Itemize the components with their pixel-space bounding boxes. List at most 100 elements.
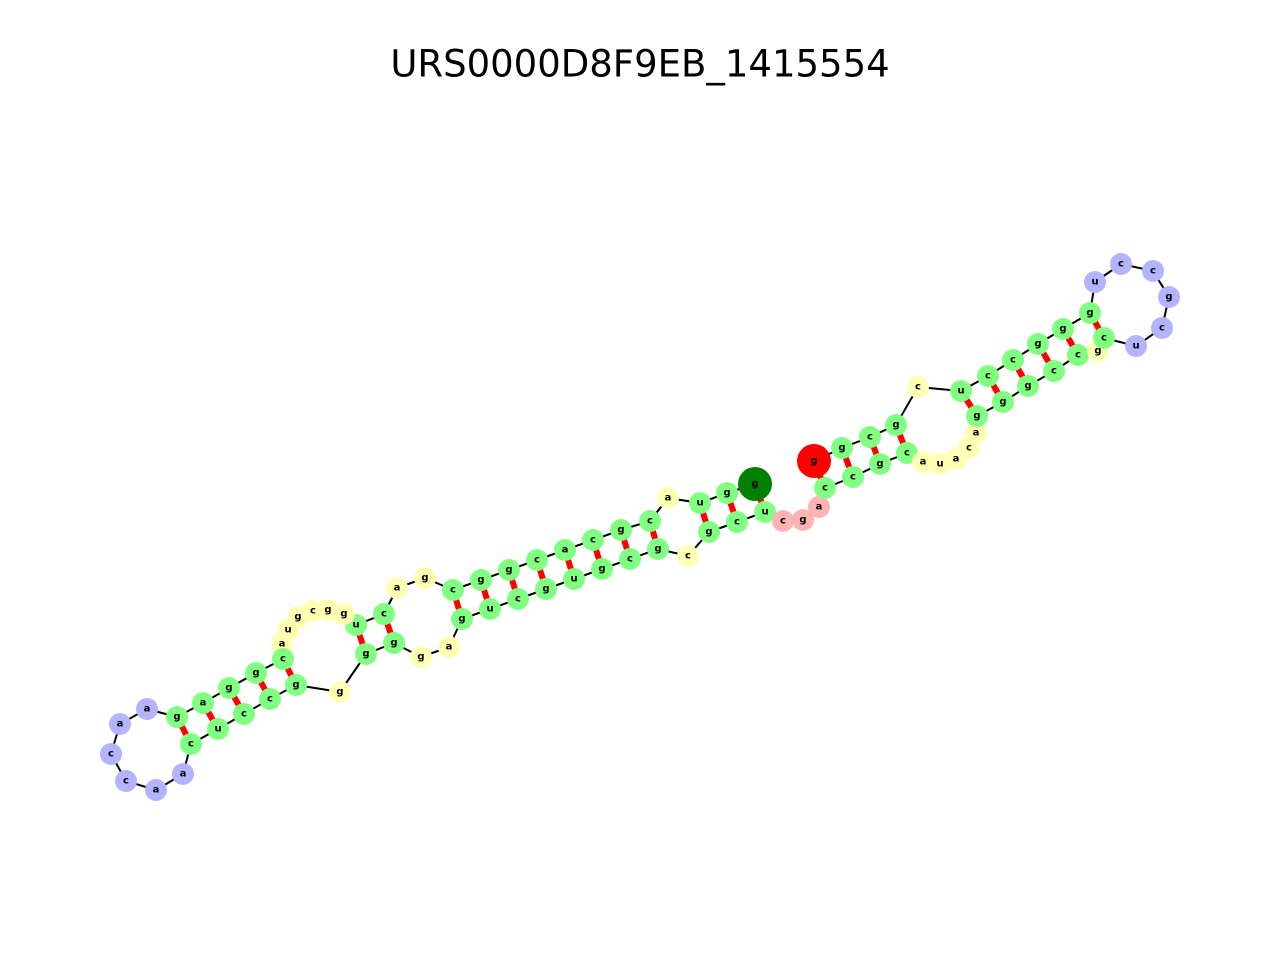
nucleotide-label: a bbox=[180, 769, 187, 780]
nucleotide bbox=[677, 545, 699, 567]
nucleotide bbox=[410, 646, 432, 668]
nucleotide-label: c bbox=[1150, 266, 1156, 277]
nucleotide bbox=[912, 451, 934, 473]
nucleotide-label: c bbox=[647, 516, 653, 527]
nucleotide bbox=[992, 391, 1014, 413]
nucleotide bbox=[180, 733, 202, 755]
nucleotide bbox=[355, 643, 377, 665]
nucleotide bbox=[966, 405, 988, 427]
nucleotide-label: u bbox=[957, 386, 964, 397]
nucleotide-label: c bbox=[1075, 350, 1081, 361]
nucleotide bbox=[554, 539, 576, 561]
nucleotide-label: g bbox=[799, 515, 806, 526]
nucleotide bbox=[619, 548, 641, 570]
nucleotide-label: c bbox=[123, 776, 129, 787]
nucleotide-label: c bbox=[1159, 323, 1165, 334]
nucleotide bbox=[386, 577, 408, 599]
nucleotide bbox=[245, 662, 267, 684]
nucleotide bbox=[859, 426, 881, 448]
nucleotide bbox=[192, 692, 214, 714]
nucleotide-label: g bbox=[617, 525, 624, 536]
nucleotide-label: c bbox=[188, 739, 194, 750]
nucleotide bbox=[610, 519, 632, 541]
nucleotide-label: c bbox=[108, 749, 114, 760]
nucleotide bbox=[1158, 286, 1180, 308]
nucleotide bbox=[726, 511, 748, 533]
nucleotide bbox=[1084, 271, 1106, 293]
nucleotide bbox=[831, 437, 853, 459]
nucleotide-label: c bbox=[590, 535, 596, 546]
nucleotide-label: g bbox=[838, 443, 845, 454]
nucleotide-label: c bbox=[534, 555, 540, 566]
nucleotide bbox=[136, 698, 158, 720]
nucleotide bbox=[373, 603, 395, 625]
nucleotide-label: c bbox=[381, 609, 387, 620]
nucleotide bbox=[498, 559, 520, 581]
nucleotide-label: a bbox=[117, 719, 124, 730]
nucleotide bbox=[115, 770, 137, 792]
nucleotide bbox=[1142, 260, 1164, 282]
nucleotide bbox=[1052, 318, 1074, 340]
nucleotide-label: a bbox=[200, 698, 207, 709]
nucleotide-label: g bbox=[336, 687, 343, 698]
nucleotide-label: c bbox=[280, 654, 286, 665]
nucleotide-label: u bbox=[936, 459, 943, 470]
nucleotide-label: c bbox=[1010, 355, 1016, 366]
nucleotide bbox=[1093, 327, 1115, 349]
nucleotide bbox=[526, 549, 548, 571]
nucleotide bbox=[479, 598, 501, 620]
nucleotide-label: u bbox=[570, 574, 577, 585]
nucleotide-label: g bbox=[1024, 381, 1031, 392]
nucleotide-label: c bbox=[515, 594, 521, 605]
nucleotide bbox=[869, 453, 891, 475]
nucleotide-label: c bbox=[1118, 259, 1124, 270]
nucleotide bbox=[109, 713, 131, 735]
nucleotide bbox=[470, 569, 492, 591]
nucleotide-label: u bbox=[214, 724, 221, 735]
nucleotide-label: c bbox=[867, 432, 873, 443]
nucleotide bbox=[1067, 344, 1089, 366]
nucleotide bbox=[1002, 349, 1024, 371]
nucleotide bbox=[689, 492, 711, 514]
nucleotide bbox=[442, 579, 464, 601]
nucleotide-label: c bbox=[267, 694, 273, 705]
nucleotide bbox=[1027, 333, 1049, 355]
nucleotide bbox=[259, 688, 281, 710]
nucleotide-label: a bbox=[153, 785, 160, 796]
nucleotide-label: g bbox=[542, 584, 549, 595]
nucleotide-label: g bbox=[973, 411, 980, 422]
nucleotide-label: c bbox=[780, 516, 786, 527]
nucleotide bbox=[896, 442, 918, 464]
nucleotide-label: u bbox=[284, 625, 291, 636]
nucleotide-label: a bbox=[816, 502, 823, 513]
nucleotide-label: g bbox=[477, 575, 484, 586]
nucleotide bbox=[535, 578, 557, 600]
nucleotide-label: c bbox=[450, 585, 456, 596]
nucleotide bbox=[754, 501, 776, 523]
nucleotide-label: c bbox=[627, 554, 633, 565]
nucleotide bbox=[657, 487, 679, 509]
nucleotide bbox=[1043, 360, 1065, 382]
nucleotide-label: u bbox=[761, 507, 768, 518]
nucleotide-label: g bbox=[505, 565, 512, 576]
nucleotide bbox=[507, 588, 529, 610]
nucleotide-label: u bbox=[1132, 341, 1139, 352]
nucleotide-label: g bbox=[294, 612, 301, 623]
nucleotide bbox=[808, 496, 830, 518]
nucleotide bbox=[950, 380, 972, 402]
nucleotide-label: a bbox=[953, 454, 960, 465]
nucleotide bbox=[285, 674, 307, 696]
nucleotide-label: a bbox=[144, 704, 151, 715]
nucleotide-label: g bbox=[723, 488, 730, 499]
title: URS0000D8F9EB_1415554 bbox=[390, 43, 889, 86]
nucleotide-label: c bbox=[1051, 366, 1057, 377]
nucleotide bbox=[1079, 302, 1101, 324]
nucleotide bbox=[716, 482, 738, 504]
nucleotide bbox=[383, 632, 405, 654]
nucleotide bbox=[792, 509, 814, 531]
nucleotide-label: c bbox=[904, 448, 910, 459]
nucleotide bbox=[582, 529, 604, 551]
nucleotide bbox=[451, 608, 473, 630]
nucleotide-label: a bbox=[562, 545, 569, 556]
nucleotide-label: c bbox=[915, 382, 921, 393]
